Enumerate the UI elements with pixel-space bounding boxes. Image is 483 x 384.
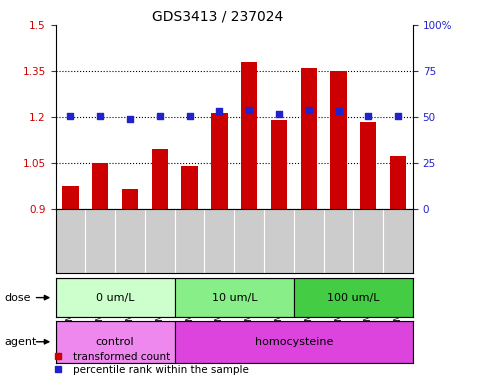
Bar	[122, 189, 138, 209]
Bar	[56, 321, 175, 363]
Point	[185, 113, 193, 119]
Text: 10 um/L: 10 um/L	[212, 293, 257, 303]
Point	[245, 107, 253, 113]
Point	[97, 113, 104, 119]
Point	[275, 111, 283, 118]
Text: control: control	[96, 337, 134, 347]
Bar	[330, 71, 347, 209]
Point	[305, 107, 313, 113]
Bar	[62, 186, 79, 209]
Point	[67, 113, 74, 119]
Bar	[152, 149, 168, 209]
Bar	[271, 120, 287, 209]
Text: 0 um/L: 0 um/L	[96, 293, 134, 303]
Text: agent: agent	[5, 337, 37, 347]
Point	[335, 108, 342, 114]
Text: homocysteine: homocysteine	[255, 337, 333, 347]
Bar	[175, 321, 413, 363]
Bar	[360, 122, 376, 209]
Point	[215, 108, 223, 114]
Bar	[294, 278, 413, 317]
Text: GDS3413 / 237024: GDS3413 / 237024	[152, 10, 283, 23]
Point	[394, 113, 402, 119]
Bar	[175, 278, 294, 317]
Point	[156, 113, 164, 119]
Bar	[92, 163, 108, 209]
Bar	[241, 62, 257, 209]
Bar	[182, 166, 198, 209]
Text: dose: dose	[5, 293, 31, 303]
Bar	[56, 278, 175, 317]
Bar	[390, 156, 406, 209]
Bar	[211, 113, 227, 209]
Bar	[300, 68, 317, 209]
Legend: transformed count, percentile rank within the sample: transformed count, percentile rank withi…	[44, 348, 253, 379]
Point	[364, 113, 372, 119]
Point	[126, 116, 134, 122]
Text: 100 um/L: 100 um/L	[327, 293, 380, 303]
